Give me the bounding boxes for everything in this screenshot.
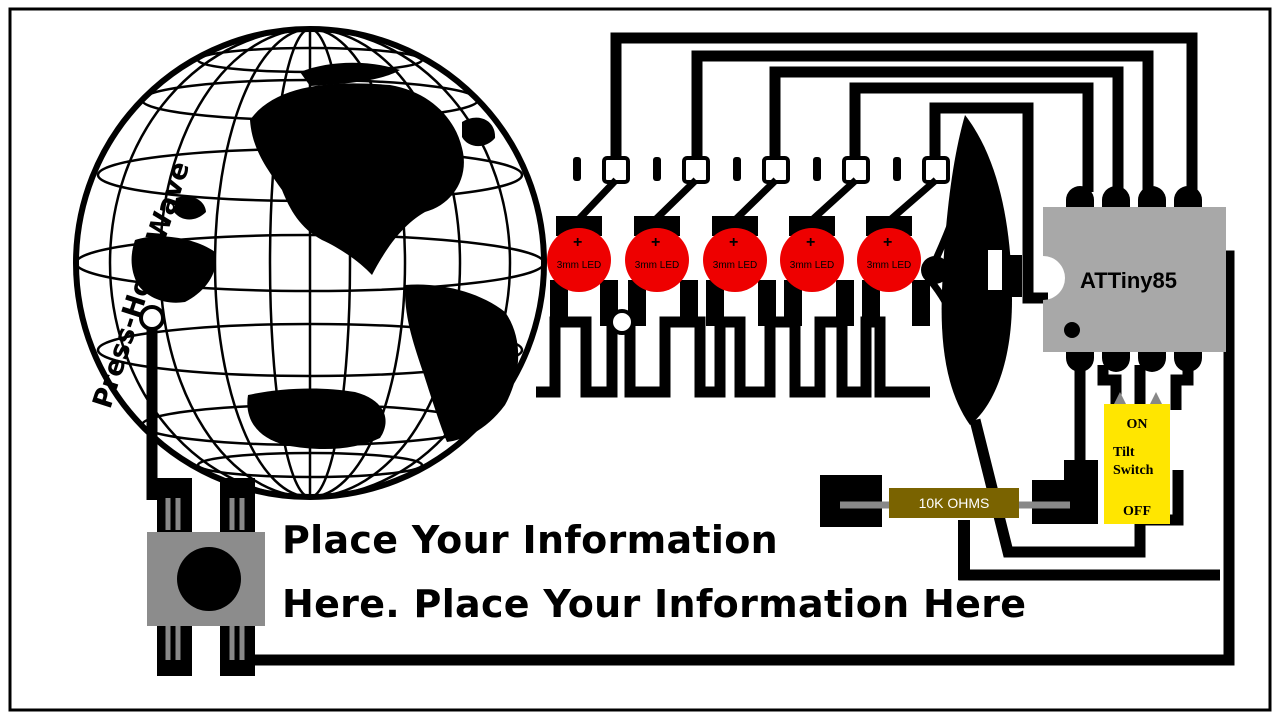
info-line-2: Here. Place Your Information Here xyxy=(282,582,1027,626)
chip-bottom-pins xyxy=(1066,350,1202,372)
tilt-switch: ON Tilt Switch OFF xyxy=(1104,392,1170,524)
led-4: + 3mm LED xyxy=(780,216,844,292)
resistor-label: 10K OHMS xyxy=(919,495,990,511)
led-2-label: 3mm LED xyxy=(635,260,679,271)
led-3-label: 3mm LED xyxy=(713,260,757,271)
led-anode-pads xyxy=(602,156,950,184)
led-row: + 3mm LED + 3mm LED + 3mm LED + 3mm LED … xyxy=(547,216,921,292)
tilt-label-1: Tilt xyxy=(1113,445,1135,460)
tilt-on-label: ON xyxy=(1127,417,1148,432)
push-button xyxy=(147,478,265,676)
board-border xyxy=(8,7,1272,712)
led-pads xyxy=(573,157,901,181)
chip-label: ATTiny85 xyxy=(1080,268,1177,293)
led-5-polarity: + xyxy=(883,234,892,251)
resistor: 10K OHMS xyxy=(820,475,1220,581)
top-traces xyxy=(610,32,1198,304)
led-5: + 3mm LED xyxy=(857,216,921,292)
tilt-label-2: Switch xyxy=(1113,463,1154,478)
led-1-label: 3mm LED xyxy=(557,260,601,271)
globe-icon xyxy=(73,26,547,500)
led-1: + 3mm LED xyxy=(547,216,611,292)
led-diag-traces xyxy=(575,177,939,223)
led-2: + 3mm LED xyxy=(625,216,689,292)
tilt-off-label: OFF xyxy=(1123,504,1151,519)
info-line-1: Place Your Information xyxy=(282,518,778,562)
led-4-label: 3mm LED xyxy=(790,260,834,271)
led-4-polarity: + xyxy=(806,234,815,251)
led-5-label: 3mm LED xyxy=(867,260,911,271)
led-legs xyxy=(550,280,930,326)
led-pad-hole xyxy=(609,309,635,335)
led-3: + 3mm LED xyxy=(703,216,767,292)
globe-pad xyxy=(139,305,165,331)
led-2-polarity: + xyxy=(651,234,660,251)
attiny85-chip: ATTiny85 xyxy=(1043,207,1226,352)
led-1-polarity: + xyxy=(573,234,582,251)
led-ground-trace xyxy=(536,316,930,398)
chip-top-pins xyxy=(1066,186,1202,208)
led-3-polarity: + xyxy=(729,234,738,251)
